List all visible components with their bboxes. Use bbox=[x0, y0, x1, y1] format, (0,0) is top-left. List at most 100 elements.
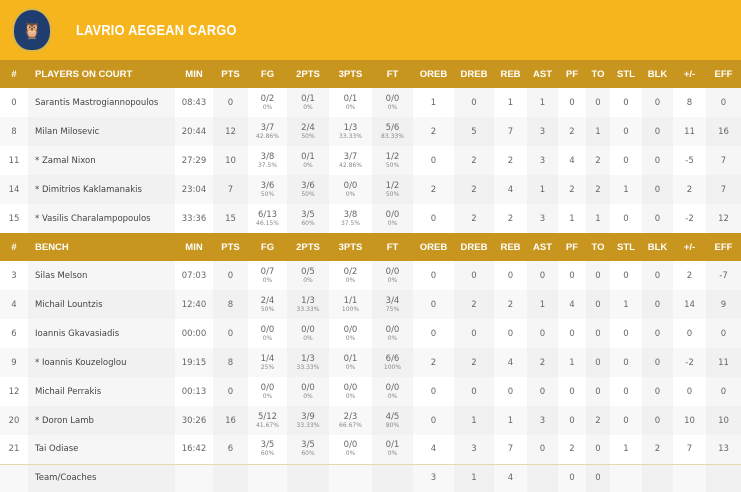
player-row: 6 Ioannis Gkavasiadis 00:00 0 0/0 0% 0/0 0% 0/0 0… bbox=[0, 319, 741, 348]
player-name[interactable]: Sarantis Mastrogiannopoulos bbox=[28, 88, 175, 117]
col-header-oreb[interactable]: OREB bbox=[413, 233, 454, 261]
stat-percentage: 0% bbox=[303, 161, 313, 169]
col-header-reb[interactable]: REB bbox=[494, 60, 527, 88]
stat-dreb: 1 bbox=[454, 463, 494, 492]
col-header-stl[interactable]: STL bbox=[610, 233, 642, 261]
stat-eff: 16 bbox=[706, 117, 741, 146]
player-name[interactable]: Michail Perrakis bbox=[28, 377, 175, 406]
stat-to: 0 bbox=[586, 319, 610, 348]
stat-percentage: 0% bbox=[345, 450, 356, 458]
col-header-pf[interactable]: PF bbox=[558, 60, 586, 88]
stat-dreb: 5 bbox=[454, 117, 494, 146]
player-name[interactable]: * Zamal Nixon bbox=[28, 146, 175, 175]
stat-pf: 2 bbox=[558, 435, 586, 464]
col-header-fg[interactable]: FG bbox=[248, 233, 287, 261]
col-header-p3[interactable]: 3PTS bbox=[329, 233, 372, 261]
col-header-dreb[interactable]: DREB bbox=[454, 60, 494, 88]
col-header-to[interactable]: TO bbox=[586, 60, 610, 88]
col-header-eff[interactable]: EFF bbox=[706, 233, 741, 261]
col-header-pm[interactable]: +/- bbox=[673, 233, 706, 261]
stat-p3: 3/8 37.5% bbox=[329, 204, 372, 233]
player-name[interactable]: * Doron Lamb bbox=[28, 406, 175, 435]
stat-reb: 4 bbox=[494, 463, 527, 492]
col-header-ft[interactable]: FT bbox=[372, 60, 413, 88]
col-header-reb[interactable]: REB bbox=[494, 233, 527, 261]
stat-oreb: 0 bbox=[413, 319, 454, 348]
stat-pts: 16 bbox=[213, 406, 248, 435]
col-header-dreb[interactable]: DREB bbox=[454, 233, 494, 261]
col-header-pf[interactable]: PF bbox=[558, 233, 586, 261]
stat-percentage: 100% bbox=[383, 363, 402, 371]
col-header-blk[interactable]: BLK bbox=[642, 233, 673, 261]
stat-pf: 0 bbox=[558, 319, 586, 348]
stat-stl: 1 bbox=[610, 435, 642, 464]
col-header-ast[interactable]: AST bbox=[527, 233, 558, 261]
stat-p3: 0/0 0% bbox=[329, 175, 372, 204]
stat-eff: 11 bbox=[706, 348, 741, 377]
col-header-oreb[interactable]: OREB bbox=[413, 60, 454, 88]
col-header-ast[interactable]: AST bbox=[527, 60, 558, 88]
stat-percentage: 33.33% bbox=[296, 363, 320, 371]
stat-eff: 0 bbox=[706, 377, 741, 406]
stat-stl: 0 bbox=[610, 88, 642, 117]
jersey-number: 12 bbox=[0, 377, 28, 406]
player-name[interactable]: Silas Melson bbox=[28, 261, 175, 290]
col-header-number: # bbox=[0, 233, 28, 261]
stat-pm: 0 bbox=[673, 319, 706, 348]
stat-blk: 0 bbox=[642, 175, 673, 204]
player-name[interactable]: * Ioannis Kouzeloglou bbox=[28, 348, 175, 377]
stat-pm: 11 bbox=[673, 117, 706, 146]
stat-made-attempted: 1/4 bbox=[260, 353, 275, 364]
player-name[interactable]: Michail Lountzis bbox=[28, 290, 175, 319]
player-name[interactable]: Ioannis Gkavasiadis bbox=[28, 319, 175, 348]
stat-ast: 2 bbox=[527, 348, 558, 377]
player-name[interactable]: * Vasilis Charalampopoulos bbox=[28, 204, 175, 233]
stat-made-attempted: 0/0 bbox=[343, 324, 358, 335]
stat-pf: 4 bbox=[558, 290, 586, 319]
col-header-p2[interactable]: 2PTS bbox=[287, 233, 329, 261]
col-header-p3[interactable]: 3PTS bbox=[329, 60, 372, 88]
stat-made-attempted: 0/0 bbox=[260, 324, 275, 335]
stat-p3: 0/0 0% bbox=[329, 377, 372, 406]
stat-made-attempted: 0/7 bbox=[260, 266, 275, 277]
stat-made-attempted: 0/1 bbox=[301, 93, 315, 104]
stat-made-attempted: 3/5 bbox=[301, 209, 315, 220]
stat-ft: 1/2 50% bbox=[372, 146, 413, 175]
stat-pf: 0 bbox=[558, 377, 586, 406]
col-header-pm[interactable]: +/- bbox=[673, 60, 706, 88]
stat-to: 2 bbox=[586, 406, 610, 435]
stat-percentage: 0% bbox=[262, 334, 273, 342]
col-header-min[interactable]: MIN bbox=[175, 233, 213, 261]
stat-fg: 0/7 0% bbox=[248, 261, 287, 290]
stat-reb: 0 bbox=[494, 319, 527, 348]
stat-blk: 0 bbox=[642, 88, 673, 117]
stat-dreb: 2 bbox=[454, 146, 494, 175]
col-header-fg[interactable]: FG bbox=[248, 60, 287, 88]
player-name[interactable]: * Dimitrios Kaklamanakis bbox=[28, 175, 175, 204]
col-header-stl[interactable]: STL bbox=[610, 60, 642, 88]
stat-percentage: 80% bbox=[385, 421, 400, 429]
stat-fg: 0/0 0% bbox=[248, 377, 287, 406]
col-header-eff[interactable]: EFF bbox=[706, 60, 741, 88]
stat-made-attempted: 1/2 bbox=[385, 180, 400, 191]
stat-p2: 1/3 33.33% bbox=[287, 348, 329, 377]
col-header-pts[interactable]: PTS bbox=[213, 60, 248, 88]
stat-ft: 0/0 0% bbox=[372, 261, 413, 290]
player-name[interactable]: Tai Odiase bbox=[28, 435, 175, 464]
stat-pm bbox=[673, 463, 706, 492]
player-name[interactable]: Milan Milosevic bbox=[28, 117, 175, 146]
col-header-blk[interactable]: BLK bbox=[642, 60, 673, 88]
stat-percentage: 0% bbox=[345, 392, 356, 400]
stat-min bbox=[175, 463, 213, 492]
player-name[interactable]: Team/Coaches bbox=[28, 463, 175, 492]
stat-min: 33:36 bbox=[175, 204, 213, 233]
col-header-min[interactable]: MIN bbox=[175, 60, 213, 88]
col-header-pts[interactable]: PTS bbox=[213, 233, 248, 261]
player-row: 11 * Zamal Nixon 27:29 10 3/8 37.5% 0/1 0% 3/7 42… bbox=[0, 146, 741, 175]
col-header-ft[interactable]: FT bbox=[372, 233, 413, 261]
stat-made-attempted: 5/12 bbox=[257, 411, 278, 422]
col-header-p2[interactable]: 2PTS bbox=[287, 60, 329, 88]
player-row: 3 Silas Melson 07:03 0 0/7 0% 0/5 0% 0/2 0% 0/0 0% 0… bbox=[0, 261, 741, 290]
stat-p2: 1/3 33.33% bbox=[287, 290, 329, 319]
col-header-to[interactable]: TO bbox=[586, 233, 610, 261]
